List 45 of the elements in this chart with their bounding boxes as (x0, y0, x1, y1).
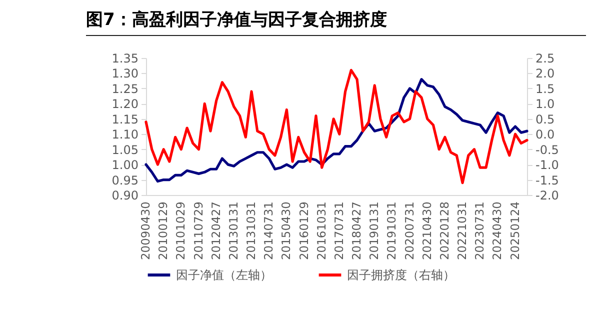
y-tick-label: 1.25 (112, 82, 138, 96)
y-tick-label: 1.10 (112, 128, 138, 142)
y2-tick-label: 1.0 (536, 97, 555, 112)
x-tick-label: 20210430 (420, 202, 434, 260)
x-tick-label: 20160129 (296, 202, 311, 260)
x-tick-label: 20240430 (490, 202, 504, 260)
y-tick-label: 0.95 (112, 173, 138, 188)
legend-label: 因子净值（左轴） (176, 268, 272, 282)
x-tick-label: 20200731 (402, 202, 416, 260)
y2-tick-label: -1.0 (536, 158, 559, 172)
x-tick-label: 20250124 (508, 202, 522, 260)
x-tick-label: 20100129 (156, 202, 170, 260)
x-tick-label: 20180427 (350, 202, 364, 260)
y-tick-label: 1.35 (112, 52, 138, 66)
y2-tick-label: 2.0 (536, 66, 555, 81)
x-tick-label: 20140731 (262, 202, 276, 260)
y-tick-label: 1.30 (112, 66, 138, 81)
y2-tick-label: -0.5 (536, 142, 559, 157)
chart-title: 图7：高盈利因子净值与因子复合拥挤度 (86, 8, 586, 36)
x-tick-label: 20150430 (279, 202, 294, 260)
x-tick-label: 20120427 (208, 202, 223, 260)
x-tick-label: 20101029 (174, 202, 188, 260)
y-tick-label: 1.15 (112, 112, 138, 126)
y2-tick-label: -2.0 (536, 188, 559, 202)
y2-tick-label: 1.5 (536, 82, 555, 96)
x-tick-label: 20130131 (226, 202, 240, 260)
x-tick-label: 20221031 (455, 202, 470, 260)
legend-label: 因子拥挤度（右轴） (347, 268, 455, 282)
x-tick-label: 20110729 (191, 202, 206, 260)
x-tick-label: 20131031 (244, 202, 258, 260)
y2-tick-label: -1.5 (536, 173, 559, 188)
x-tick-label: 20230731 (472, 202, 487, 260)
x-tick-label: 20191031 (384, 202, 399, 260)
y-tick-label: 1.20 (112, 97, 138, 112)
x-tick-label: 20161031 (314, 202, 328, 260)
x-tick-label: 20220128 (437, 202, 452, 260)
y2-tick-label: 2.5 (536, 52, 555, 66)
y2-tick-label: 0.5 (536, 112, 555, 126)
y2-tick-label: 0.0 (536, 128, 555, 142)
y-tick-label: 1.05 (112, 142, 138, 157)
x-tick-label: 20090430 (138, 202, 152, 260)
y-tick-label: 0.90 (112, 188, 138, 202)
x-tick-label: 20170731 (332, 202, 346, 260)
y-tick-label: 1.00 (112, 158, 138, 172)
x-tick-label: 20190131 (367, 202, 382, 260)
